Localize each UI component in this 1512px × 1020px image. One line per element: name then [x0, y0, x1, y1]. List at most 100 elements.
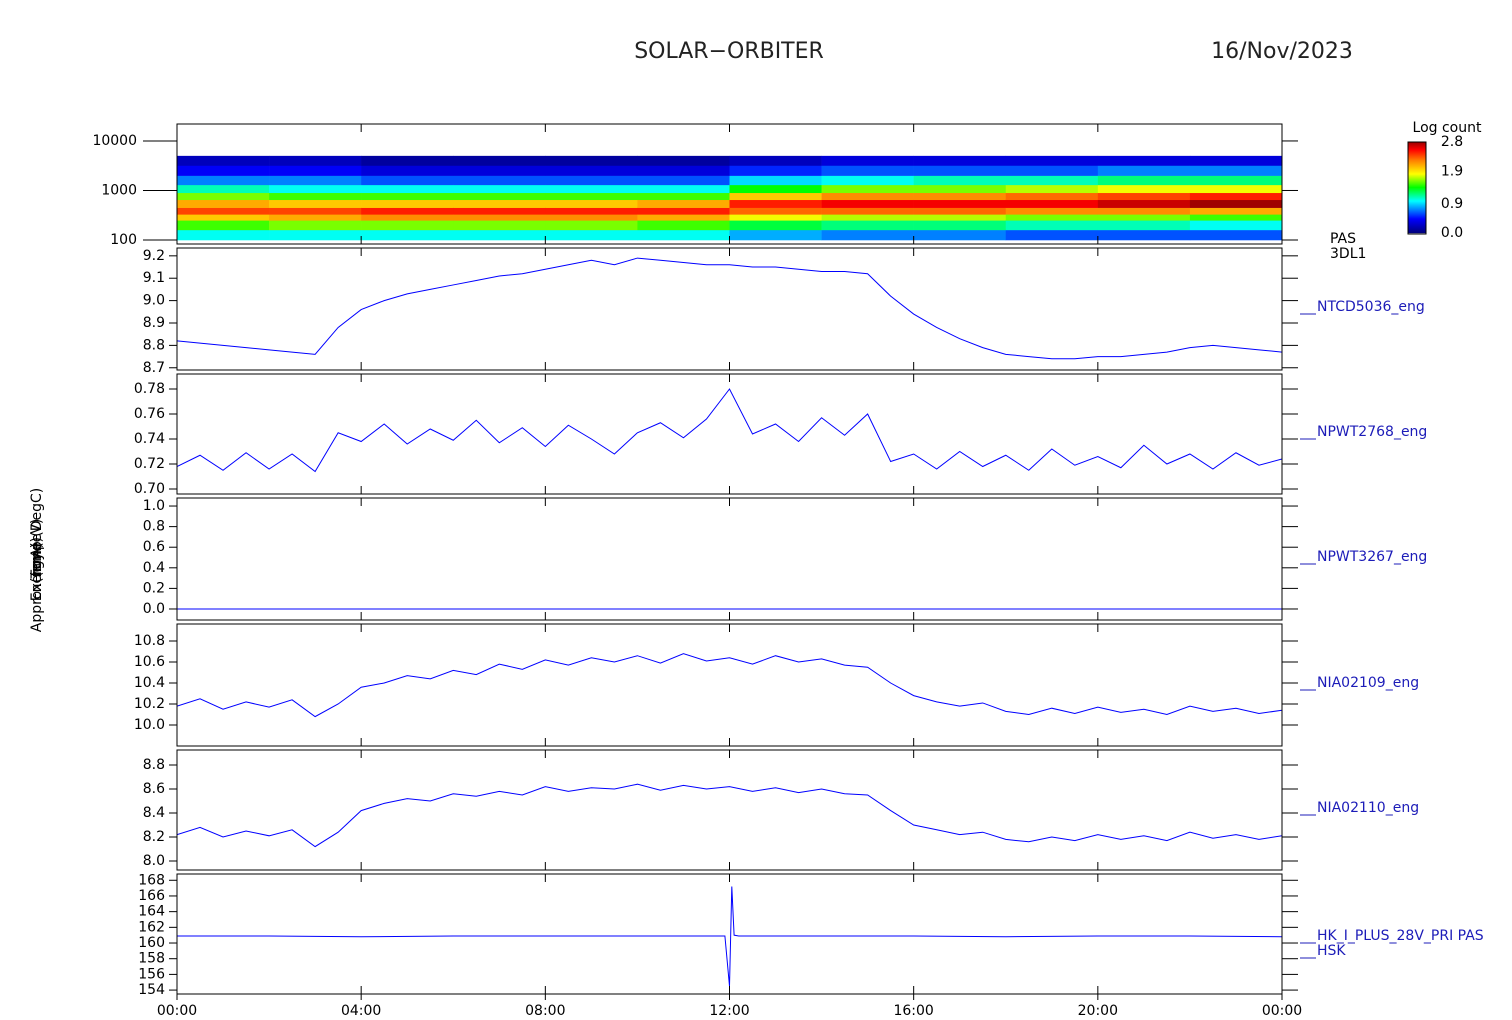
y-tick-label: 0.4 — [143, 560, 165, 576]
heat-cell — [1097, 207, 1191, 215]
colorbar-strip — [1408, 215, 1426, 217]
colorbar-strip — [1408, 221, 1426, 223]
colorbar-strip — [1408, 162, 1426, 164]
y-tick-label: 10000 — [92, 133, 137, 149]
heat-cell — [637, 214, 730, 221]
y-tick-label: 154 — [138, 982, 165, 998]
colorbar-strip — [1408, 143, 1426, 145]
colorbar-strip — [1408, 200, 1426, 202]
colorbar-strip — [1408, 153, 1426, 155]
heat-cell — [177, 155, 270, 166]
y-tick-label: 10.4 — [134, 675, 165, 691]
heat-cell — [361, 199, 454, 208]
colorbar-strip — [1408, 214, 1426, 216]
heat-cell — [545, 184, 638, 194]
colorbar-strip — [1408, 166, 1426, 168]
colorbar-strip — [1408, 212, 1426, 214]
x-tick-label: 04:00 — [341, 1003, 381, 1019]
colorbar-strip — [1408, 220, 1426, 222]
heat-cell — [453, 155, 546, 166]
colorbar-strip — [1408, 180, 1426, 182]
heat-cell — [913, 207, 1007, 215]
colorbar-strip — [1408, 231, 1426, 233]
heat-cell — [913, 184, 1007, 194]
heat-cell — [913, 214, 1007, 221]
x-tick-label: 08:00 — [525, 1003, 565, 1019]
colorbar-strip — [1408, 210, 1426, 212]
colorbar-strip — [1408, 158, 1426, 160]
y-axis-title: (none) — [29, 537, 45, 583]
y-tick-label: 9.0 — [143, 293, 165, 309]
y-tick-label: 10.2 — [134, 696, 165, 712]
colorbar-strip — [1408, 222, 1426, 224]
heat-cell — [269, 220, 362, 231]
y-tick-label: 9.1 — [143, 270, 165, 286]
data-line — [177, 653, 1282, 718]
data-line — [177, 388, 1282, 473]
heat-cell — [1005, 155, 1099, 166]
heat-cell — [1097, 184, 1191, 194]
colorbar-tick-label: 0.0 — [1441, 225, 1463, 241]
heat-cell — [545, 214, 638, 221]
y-tick-label: 158 — [138, 951, 165, 967]
heat-cell — [361, 155, 454, 166]
heat-cell — [729, 207, 822, 215]
colorbar-strip — [1408, 176, 1426, 178]
heat-cell — [913, 229, 1007, 241]
colorbar-strip — [1408, 208, 1426, 210]
heat-cell — [269, 214, 362, 221]
colorbar-strip — [1408, 169, 1426, 171]
colorbar-strip — [1408, 144, 1426, 146]
panel-label: NTCD5036_eng — [1317, 299, 1425, 315]
heat-cell — [729, 214, 822, 221]
colorbar-strip — [1408, 190, 1426, 192]
heat-cell — [453, 220, 546, 231]
heat-cell — [545, 229, 638, 241]
colorbar-tick-label: 2.8 — [1441, 134, 1463, 150]
colorbar-strip — [1408, 178, 1426, 180]
panel-label: 3DL1 — [1330, 246, 1366, 262]
y-tick-label: 0.74 — [134, 431, 165, 447]
colorbar-strip — [1408, 202, 1426, 204]
heat-cell — [361, 175, 454, 186]
heat-cell — [269, 155, 362, 166]
heat-cell — [269, 192, 362, 201]
plot-title: SOLAR−ORBITER — [634, 39, 824, 64]
heat-cell — [821, 199, 914, 208]
colorbar-strip — [1408, 159, 1426, 161]
heat-cell — [1189, 220, 1282, 231]
y-tick-label: 0.2 — [143, 580, 165, 596]
y-tick-label: 156 — [138, 966, 165, 982]
heat-cell — [545, 165, 638, 176]
heat-cell — [1189, 184, 1282, 194]
panel-frame — [176, 247, 1283, 371]
colorbar-strip — [1408, 173, 1426, 175]
heat-cell — [913, 155, 1007, 166]
heat-cell — [361, 165, 454, 176]
y-axis-title: (mA) — [29, 543, 45, 577]
colorbar-strip — [1408, 165, 1426, 167]
heat-cell — [1189, 175, 1282, 186]
colorbar-strip — [1408, 204, 1426, 206]
heat-cell — [821, 220, 914, 231]
heat-cell — [269, 175, 362, 186]
heat-cell — [821, 175, 914, 186]
heat-cell — [269, 229, 362, 241]
colorbar-strip — [1408, 197, 1426, 199]
heat-cell — [913, 220, 1007, 231]
y-tick-label: 8.8 — [143, 337, 165, 353]
heat-cell — [1097, 220, 1191, 231]
colorbar-strip — [1408, 216, 1426, 218]
heat-cell — [1005, 229, 1099, 241]
y-tick-label: 168 — [138, 872, 165, 888]
heat-cell — [821, 165, 914, 176]
heat-cell — [1005, 192, 1099, 201]
colorbar-strip — [1408, 172, 1426, 174]
heat-cell — [1189, 207, 1282, 215]
heat-cell — [545, 220, 638, 231]
heat-cell — [729, 220, 822, 231]
x-tick-label: 00:00 — [157, 1003, 197, 1019]
colorbar-strip — [1408, 177, 1426, 179]
heat-cell — [1097, 214, 1191, 221]
